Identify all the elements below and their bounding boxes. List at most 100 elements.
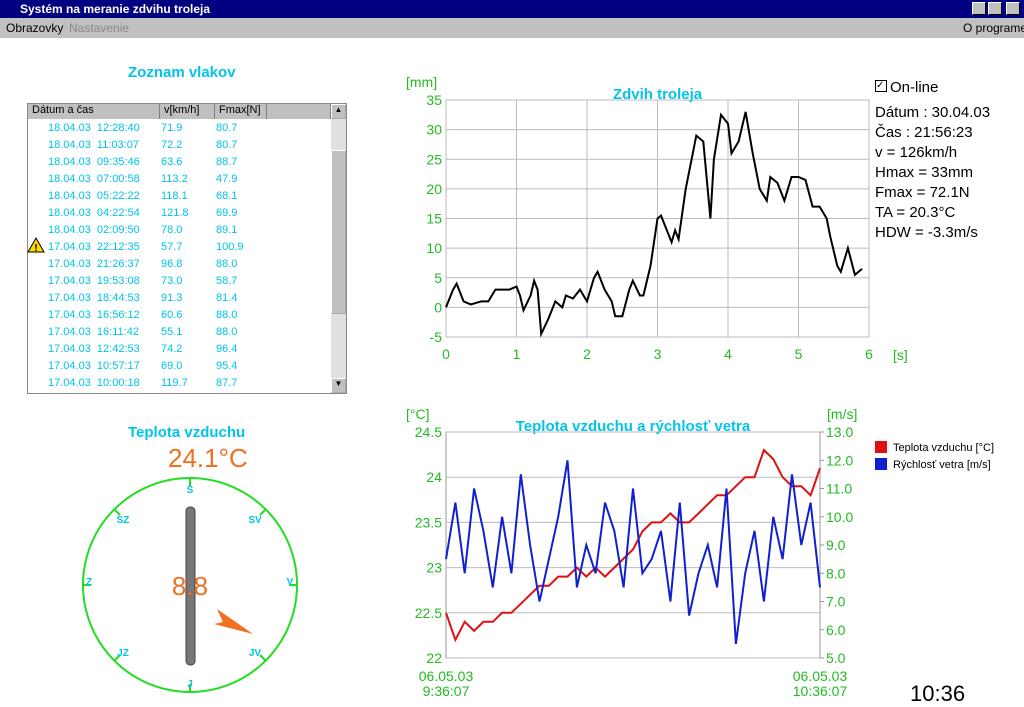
axis-label: [m/s] <box>827 406 857 422</box>
warning-mark: ! <box>34 243 37 254</box>
wind-arrow <box>214 609 253 634</box>
maximize-button[interactable] <box>988 2 1002 15</box>
legend-label: Rýchlosť vetra [m/s] <box>893 459 991 471</box>
column-header[interactable]: v[km/h] <box>160 104 215 119</box>
table-cell: 73.0 <box>161 275 183 287</box>
menu-item[interactable]: O programe <box>963 21 1024 35</box>
direction: SZ <box>117 515 130 526</box>
y-tick-label: 5 <box>434 270 442 286</box>
menu-item[interactable]: Nastavenie <box>69 21 130 35</box>
y-tick-label: -5 <box>430 329 443 345</box>
table-cell: 88.7 <box>216 156 238 168</box>
table-cell: 72.2 <box>161 139 183 151</box>
y-tick-label: 0 <box>434 299 442 315</box>
chart-title: Teplota vzduchu a rýchlosť vetra <box>516 418 751 435</box>
window-title: Systém na meranie zdvihu troleja <box>20 2 211 16</box>
column-header <box>267 104 331 119</box>
table-cell: 81.4 <box>216 292 238 304</box>
table-cell: 17.04.03 12:42:53 <box>48 343 140 355</box>
table-cell: 18.04.03 11:03:07 <box>48 139 139 151</box>
info-line: Dátum : 30.04.03 <box>875 104 991 121</box>
direction: V <box>287 577 294 588</box>
table-cell: 55.1 <box>161 326 183 338</box>
table-cell: 113.2 <box>161 173 188 185</box>
y-tick-label: 30 <box>426 122 442 138</box>
y-tick-label: 24.5 <box>415 424 442 440</box>
y-tick-label: 20 <box>426 181 442 197</box>
table-cell: 80.7 <box>216 139 238 151</box>
checkbox[interactable]: ✓ <box>875 80 887 92</box>
table-cell: 69.9 <box>216 207 238 219</box>
direction: JV <box>249 648 262 659</box>
column-header[interactable]: Dátum a čas <box>28 104 160 119</box>
compass: S SV V JV J JZ Z SZ 8.8 <box>82 477 298 693</box>
x-tick-label: 1 <box>513 346 521 362</box>
y-tick-label: 8.0 <box>826 565 846 581</box>
table-cell: 17.04.03 10:57:17 <box>48 360 140 372</box>
x-tick-label: 06.05.03 10:36:07 <box>792 668 848 699</box>
scrollbar[interactable]: ▲ ▼ <box>331 104 346 393</box>
table-cell: 18.04.03 07:00:58 <box>48 173 140 185</box>
column-header[interactable]: Fmax[N] <box>215 104 267 119</box>
scroll-thumb[interactable] <box>331 150 346 314</box>
minimize-button[interactable] <box>972 2 986 15</box>
legend-label: Teplota vzduchu [°C] <box>893 442 994 454</box>
menu-item[interactable]: Obrazovky <box>6 21 64 35</box>
y-tick-label: 9.0 <box>826 537 846 553</box>
table-cell: 78.0 <box>161 224 183 236</box>
direction: Z <box>86 577 92 588</box>
table-cell: 100.9 <box>216 241 244 253</box>
table-cell: 87.7 <box>216 377 238 389</box>
table-cell: 88.0 <box>216 258 238 270</box>
compass-ticks <box>83 478 297 692</box>
train-table: Dátum a čas v[km/h] Fmax[N] 18.04.03 12:… <box>27 103 347 394</box>
section-title: Teplota vzduchu <box>128 424 246 441</box>
y-tick-label: 23 <box>426 560 442 576</box>
table-cell: 17.04.03 21:26:37 <box>48 258 140 270</box>
table-cell: 74.2 <box>161 343 183 355</box>
line-series <box>445 460 821 645</box>
y-tick-label: 11.0 <box>826 481 852 497</box>
y-tick-label: 7.0 <box>826 594 846 610</box>
info-line: HDW = -3.3m/s <box>875 224 978 241</box>
table-cell: 18.04.03 04:22:54 <box>48 207 140 219</box>
table-cell: 80.7 <box>216 122 238 134</box>
info-line: Hmax = 33mm <box>875 164 973 181</box>
x-tick-label: 6 <box>865 346 873 362</box>
table-cell: 47.9 <box>216 173 238 185</box>
table-cell: 69.0 <box>161 360 183 372</box>
table-cell: 68.1 <box>216 190 238 202</box>
table-cell: 18.04.03 02:09:50 <box>48 224 140 236</box>
table-cell: 60.6 <box>161 309 183 321</box>
close-button[interactable] <box>1006 2 1020 15</box>
x-tick-label: 06.05.03 9:36:07 <box>418 668 474 699</box>
table-cell: 63.6 <box>161 156 183 168</box>
y-tick-label: 15 <box>426 211 442 227</box>
table-cell: 18.04.03 12:28:40 <box>48 122 140 134</box>
y-tick-label: 22.5 <box>415 605 442 621</box>
table-cell: 17.04.03 18:44:53 <box>48 292 140 304</box>
y-tick-label: 24 <box>426 469 442 485</box>
scroll-down[interactable]: ▼ <box>331 378 346 393</box>
x-tick-label: 4 <box>724 346 732 362</box>
table-cell: 17.04.03 22:12:35 <box>48 241 140 253</box>
wind-speed: 8.8 <box>172 571 208 601</box>
x-tick-label: 2 <box>583 346 591 362</box>
table-cell: 17.04.03 19:53:08 <box>48 275 140 287</box>
y-tick-label: 10 <box>426 240 442 256</box>
info-line: Čas : 21:56:23 <box>875 124 973 141</box>
y-tick-label: 10.0 <box>826 509 853 525</box>
table-cell: 118.1 <box>161 190 188 202</box>
scroll-up[interactable]: ▲ <box>331 104 346 119</box>
x-tick-label: 5 <box>795 346 803 362</box>
plot-area <box>445 431 821 659</box>
table-cell: 17.04.03 16:11:42 <box>48 326 139 338</box>
y-tick-label: 12.0 <box>826 452 853 468</box>
checkbox-label[interactable]: On-line <box>890 79 939 96</box>
table-cell: 57.7 <box>161 241 183 253</box>
compass-bar <box>185 506 196 666</box>
temperature: 24.1°C <box>168 443 248 473</box>
title-bar: Systém na meranie zdvihu troleja <box>0 0 1024 18</box>
